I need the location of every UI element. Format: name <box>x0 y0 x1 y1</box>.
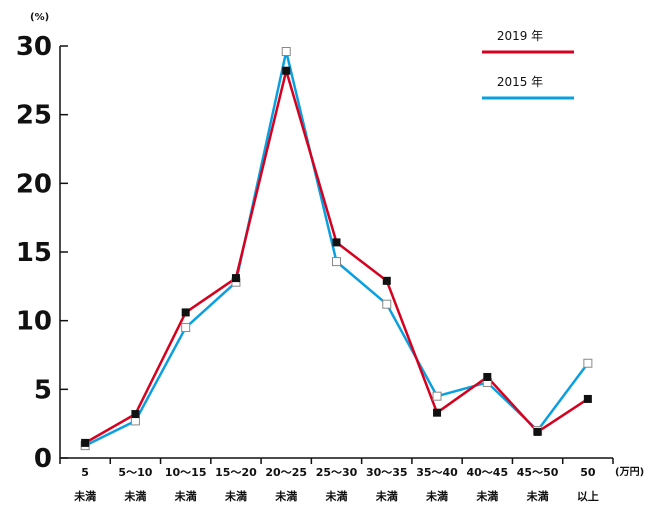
x-tick-sublabel: 以上 <box>577 489 599 503</box>
x-tick-label: 40～45 <box>467 466 509 479</box>
data-point-0-2 <box>181 308 190 317</box>
data-point-0-5 <box>332 238 341 247</box>
x-tick-sublabel: 未満 <box>425 489 448 503</box>
data-point-1-6 <box>382 299 392 309</box>
x-tick-label: 50 <box>580 466 596 479</box>
y-tick-label: 0 <box>34 444 52 474</box>
x-tick-label: 15～20 <box>215 466 257 479</box>
y-axis-unit-label: (%) <box>30 12 49 23</box>
x-tick-label: 10～15 <box>165 466 207 479</box>
data-point-0-8 <box>483 372 492 381</box>
data-point-1-1 <box>130 416 140 426</box>
data-point-0-10 <box>583 394 592 403</box>
data-point-0-7 <box>433 408 442 417</box>
series-layer <box>80 46 593 451</box>
data-point-1-4 <box>281 46 291 56</box>
x-tick-sublabel: 未満 <box>526 489 549 503</box>
x-tick-label: 25～30 <box>316 466 358 479</box>
x-tick-sublabel: 未満 <box>274 489 297 503</box>
y-tick-label: 20 <box>16 169 52 199</box>
data-point-0-6 <box>382 276 391 285</box>
x-axis-unit-label: (万円) <box>615 466 644 478</box>
data-point-0-9 <box>533 427 542 436</box>
x-tick-label: 5 <box>81 466 89 479</box>
x-tick-label: 20～25 <box>265 466 307 479</box>
x-tick-sublabel: 未満 <box>123 489 146 503</box>
x-tick-sublabel: 未満 <box>475 489 498 503</box>
y-tick-label: 25 <box>16 101 52 131</box>
x-tick-label: 45～50 <box>517 466 559 479</box>
data-point-1-10 <box>583 358 593 368</box>
x-tick-label: 30～35 <box>366 466 408 479</box>
data-point-0-0 <box>81 438 90 447</box>
x-tick-sublabel: 未満 <box>325 489 348 503</box>
y-tick-label: 5 <box>34 375 52 405</box>
y-tick-label: 30 <box>16 32 52 62</box>
legend-label-0: 2019 年 <box>497 29 543 43</box>
data-point-0-1 <box>131 410 140 419</box>
series-line-1 <box>84 50 589 447</box>
data-point-0-4 <box>282 66 291 75</box>
data-point-1-7 <box>432 391 442 401</box>
data-point-1-5 <box>332 257 341 267</box>
legend: 2019 年 2015 年 <box>482 29 574 100</box>
x-tick-sublabel: 未満 <box>375 489 398 503</box>
x-tick-sublabel: 未満 <box>73 489 96 503</box>
y-tick-label: 15 <box>16 238 52 268</box>
x-tick-label: 35～40 <box>416 466 458 479</box>
data-point-1-2 <box>181 323 191 333</box>
y-tick-label: 10 <box>16 307 52 337</box>
x-tick-sublabel: 未満 <box>174 489 197 503</box>
x-tick-label: 5～10 <box>118 466 152 479</box>
legend-label-1: 2015 年 <box>497 75 543 89</box>
data-point-0-3 <box>231 274 240 283</box>
x-tick-sublabel: 未満 <box>224 489 247 503</box>
x-axis-ticks: 5 未満 5～10 未満 10～15 未満 15～20 未満 20～25 未満 25～30 未満 30～… <box>59 458 614 503</box>
y-axis-ticks: 0 5 10 15 20 25 30 <box>16 32 68 474</box>
